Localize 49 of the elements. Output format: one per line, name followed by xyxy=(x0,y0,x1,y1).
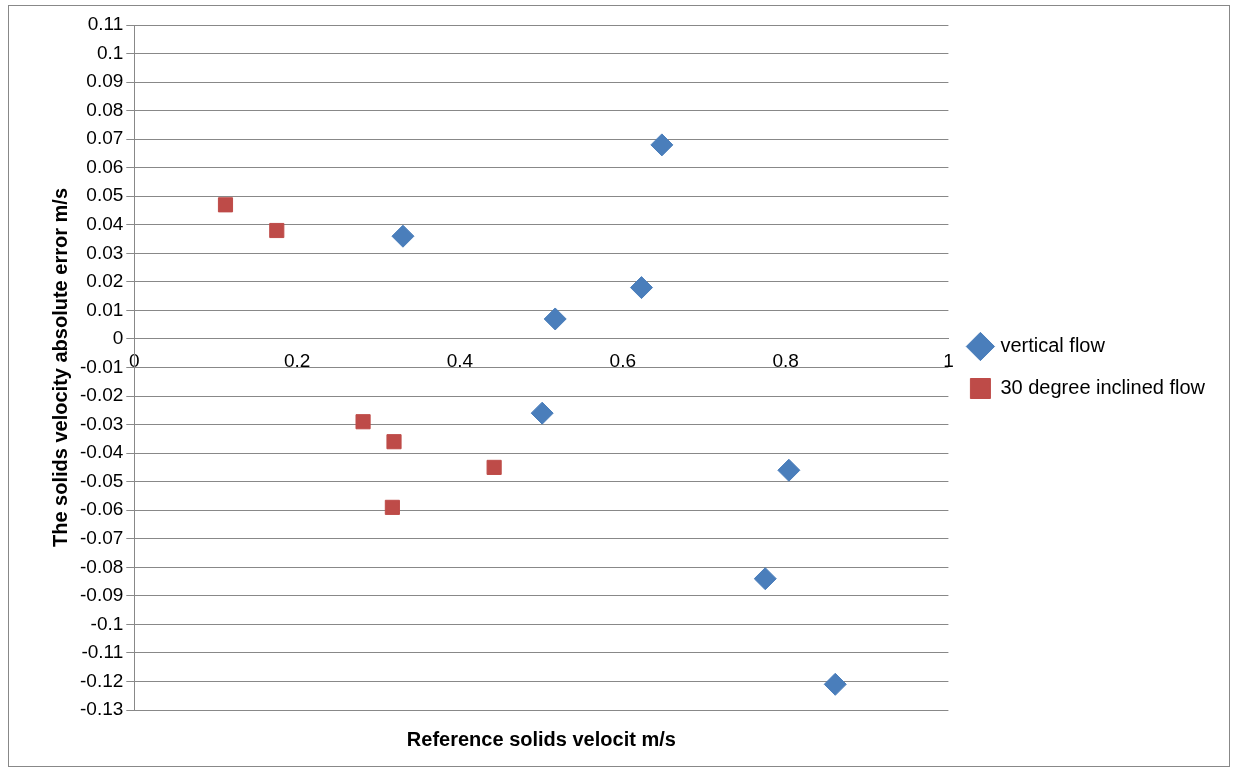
y-tick-label: -0.03 xyxy=(79,412,124,434)
y-tick-label: -0.04 xyxy=(79,441,124,463)
y-tick-label: 0.09 xyxy=(86,70,124,92)
point xyxy=(391,224,415,248)
x-tick-label: 1 xyxy=(943,349,954,371)
y-tick-label: 0.11 xyxy=(87,13,124,35)
point xyxy=(269,222,285,239)
y-tick-label: 0.03 xyxy=(86,241,124,263)
y-tick-label: 0.06 xyxy=(86,155,124,177)
y-tick-label: 0.07 xyxy=(86,127,124,149)
y-tick-label: -0.12 xyxy=(79,669,124,691)
y-tick-label: -0.13 xyxy=(79,698,124,720)
y-tick-label: -0.07 xyxy=(79,526,124,548)
point xyxy=(384,499,400,515)
point xyxy=(650,133,674,157)
point xyxy=(386,434,402,450)
x-tick-label: 0.8 xyxy=(772,349,799,371)
y-tick-label: 0.05 xyxy=(86,184,124,206)
legend-label: vertical flow xyxy=(1000,334,1106,357)
y-tick-label: -0.11 xyxy=(81,641,124,663)
legend-label: 30 degree inclined flow xyxy=(1000,376,1206,399)
y-tick-label: 0.01 xyxy=(86,298,124,320)
y-tick-label: 0.04 xyxy=(86,213,124,235)
point xyxy=(530,401,554,425)
y-tick-label: 0 xyxy=(112,327,124,349)
point xyxy=(630,276,653,300)
x-tick-label: 0.6 xyxy=(609,349,636,371)
point xyxy=(217,197,234,213)
point xyxy=(486,459,502,475)
y-tick-label: -0.01 xyxy=(79,355,124,377)
point xyxy=(753,567,777,591)
y-tick-label: -0.1 xyxy=(90,612,124,634)
point xyxy=(777,458,801,482)
y-tick-label: 0.1 xyxy=(96,41,124,63)
y-tick-label: -0.05 xyxy=(79,469,124,491)
y-tick-label: -0.09 xyxy=(79,584,124,606)
point xyxy=(543,307,567,331)
y-axis-title: The solids velocity absolute error m/s xyxy=(48,187,71,548)
y-tick-label: 0.02 xyxy=(86,270,124,292)
x-axis-title: Reference solids velocit m/s xyxy=(406,727,676,750)
y-tick-label: 0.08 xyxy=(86,98,124,120)
y-tick-label: -0.06 xyxy=(79,498,124,520)
point xyxy=(823,672,847,696)
y-tick-label: -0.08 xyxy=(79,555,124,577)
point xyxy=(355,414,371,430)
y-tick-label: -0.02 xyxy=(79,384,124,406)
x-tick-label: 0.2 xyxy=(283,349,311,371)
x-tick-label: 0 xyxy=(129,349,140,371)
x-tick-label: 0.4 xyxy=(446,349,474,371)
